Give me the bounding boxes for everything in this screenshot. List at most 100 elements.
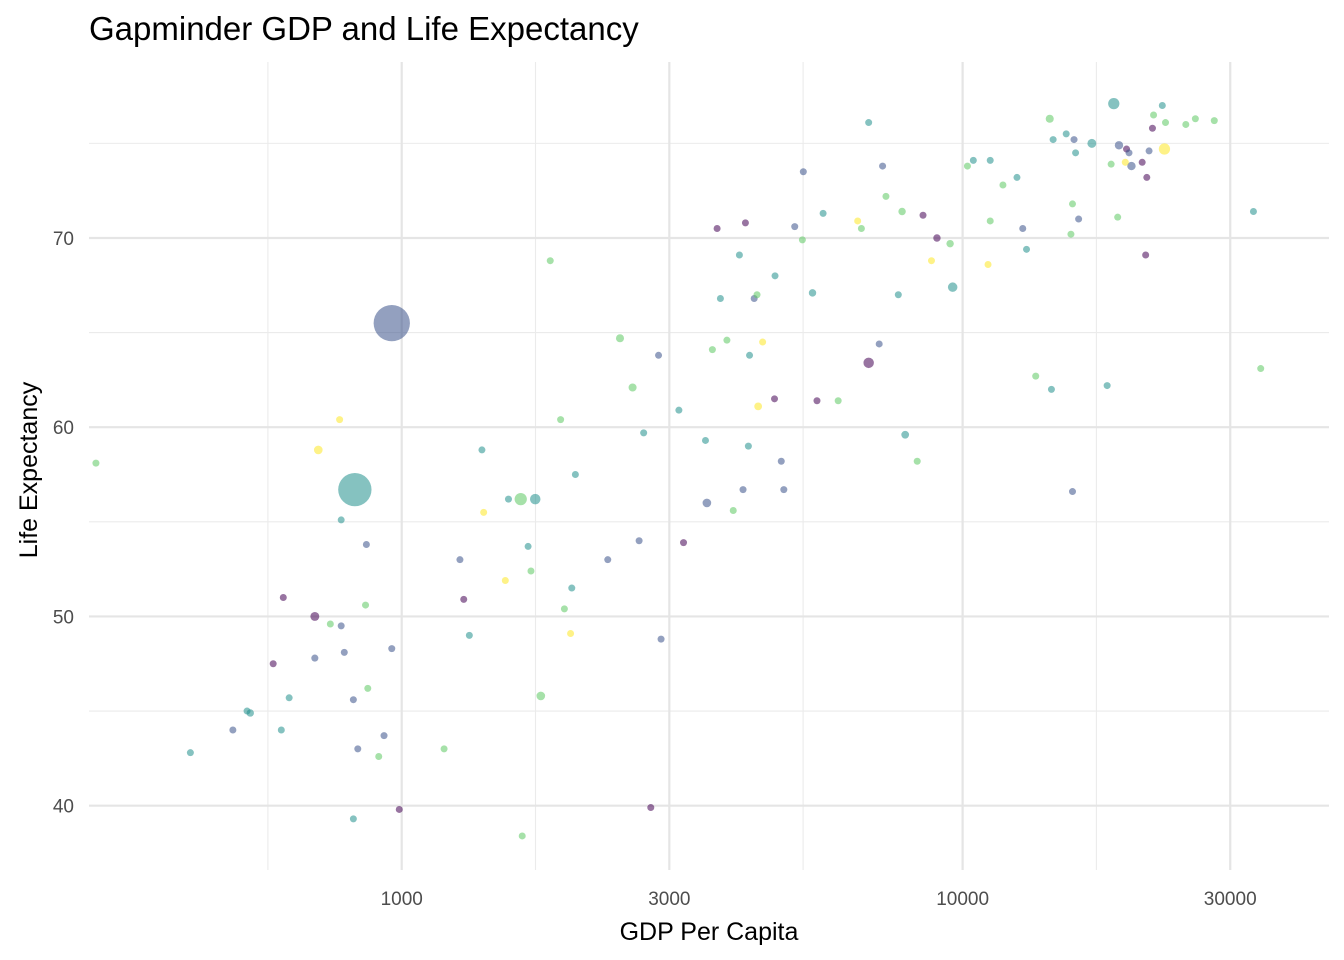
data-point — [354, 745, 362, 753]
x-tick-label: 30000 — [1204, 889, 1257, 910]
data-point — [1114, 213, 1122, 221]
data-point — [1019, 225, 1027, 233]
data-point — [680, 539, 688, 547]
data-point — [986, 217, 994, 225]
data-point — [604, 556, 612, 564]
data-point — [1249, 207, 1257, 215]
data-point — [1125, 149, 1133, 157]
data-point — [1068, 488, 1076, 496]
data-point — [894, 291, 902, 299]
data-point — [780, 486, 788, 494]
data-point — [777, 457, 785, 465]
data-point — [524, 542, 532, 550]
data-point — [1191, 115, 1199, 123]
data-point — [501, 576, 509, 584]
data-point — [504, 495, 512, 503]
data-point — [349, 815, 357, 823]
data-point — [1103, 382, 1111, 390]
data-point — [92, 459, 100, 467]
data-point — [269, 660, 277, 668]
data-point — [571, 471, 579, 479]
data-point — [882, 192, 890, 200]
data-point — [713, 225, 721, 233]
data-point — [808, 289, 817, 297]
data-point — [716, 295, 724, 303]
data-point — [388, 645, 396, 653]
data-point — [615, 334, 625, 343]
data-point — [514, 492, 527, 506]
data-point — [1108, 97, 1120, 110]
data-point — [186, 749, 194, 757]
x-axis-title: GDP Per Capita — [620, 918, 799, 946]
data-point — [440, 745, 448, 753]
data-point — [798, 236, 806, 244]
data-point — [865, 119, 873, 127]
data-point — [746, 351, 754, 359]
data-point — [1070, 136, 1078, 144]
data-point — [313, 445, 323, 455]
data-point — [1158, 102, 1166, 110]
data-point — [723, 336, 731, 344]
data-point — [1210, 117, 1218, 125]
x-tick-label: 1000 — [381, 889, 423, 910]
data-point — [898, 207, 906, 216]
data-point — [1075, 215, 1083, 223]
data-point — [349, 696, 357, 704]
data-point — [527, 567, 535, 575]
data-point — [326, 620, 334, 628]
data-point — [395, 805, 403, 813]
minor-gridlines — [89, 62, 1329, 870]
data-point — [657, 635, 665, 643]
data-point — [1162, 119, 1170, 127]
data-point — [337, 516, 345, 524]
y-axis-title: Life Expectancy — [15, 381, 43, 558]
data-point — [702, 498, 712, 508]
data-point — [337, 622, 345, 630]
data-point — [465, 631, 473, 639]
data-point — [480, 508, 488, 516]
data-point — [771, 272, 779, 280]
data-point — [628, 383, 637, 392]
x-tick-label: 3000 — [648, 889, 690, 910]
data-point — [1107, 160, 1115, 168]
data-point — [753, 291, 761, 299]
data-point — [557, 416, 565, 424]
data-point — [1142, 251, 1150, 259]
data-point — [1148, 124, 1156, 132]
data-point — [701, 436, 709, 444]
x-tick-label: 10000 — [936, 889, 989, 910]
data-point — [310, 611, 320, 621]
data-point — [791, 223, 799, 231]
data-point — [963, 162, 971, 170]
data-point — [735, 251, 743, 259]
data-point — [640, 429, 648, 437]
data-point — [729, 506, 737, 514]
data-point — [568, 584, 576, 592]
data-point — [1121, 158, 1129, 166]
data-point — [863, 357, 874, 369]
data-point — [1049, 136, 1057, 144]
data-point — [947, 282, 958, 292]
data-point — [647, 804, 655, 812]
data-point — [1032, 372, 1040, 380]
data-point — [919, 211, 927, 219]
y-tick-label: 40 — [53, 797, 74, 818]
data-point — [741, 219, 749, 227]
y-axis-ticks: 40 50 60 70 — [53, 229, 74, 818]
data-point — [675, 406, 683, 414]
data-point — [518, 832, 526, 840]
y-tick-label: 50 — [53, 607, 74, 628]
data-point — [875, 340, 883, 348]
data-point — [478, 446, 486, 454]
data-point — [456, 556, 464, 564]
data-point — [1145, 147, 1153, 155]
major-gridlines — [89, 62, 1329, 870]
data-point — [1013, 173, 1021, 181]
data-point — [635, 537, 643, 545]
data-point — [1068, 200, 1076, 208]
data-point — [536, 691, 546, 701]
data-point — [338, 472, 372, 507]
data-point — [285, 694, 293, 702]
data-point — [529, 493, 541, 505]
